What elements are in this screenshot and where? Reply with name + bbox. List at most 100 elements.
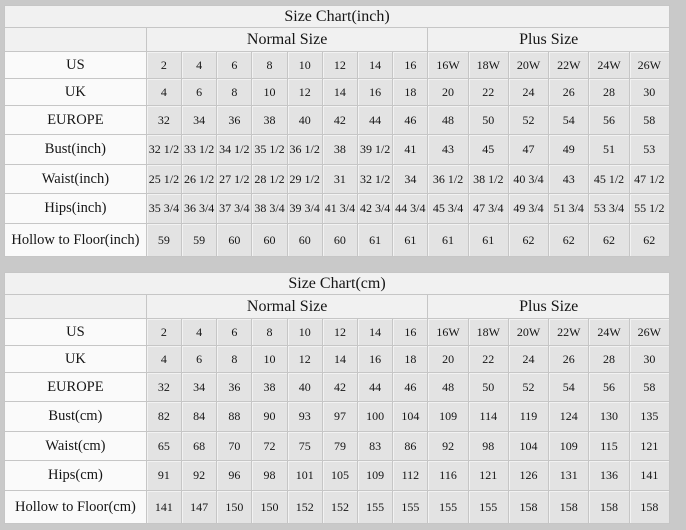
size-value-cell: 54 — [548, 372, 590, 402]
row-label: US — [4, 51, 147, 79]
size-value-cell: 136 — [588, 460, 630, 491]
size-value-cell: 44 — [357, 372, 394, 402]
size-value-cell: 41 3/4 — [321, 193, 359, 224]
size-value-cell: 104 — [392, 401, 429, 432]
size-value-cell: 50 — [467, 372, 509, 402]
row-label: US — [4, 318, 147, 346]
size-value-cell: 70 — [216, 431, 253, 461]
table-row: Hollow to Floor(cm) 141 147 150 150 152 152 155… — [4, 490, 671, 524]
size-value-cell: 47 3/4 — [467, 193, 509, 224]
size-value-cell: 49 — [548, 134, 590, 165]
corner-cell — [4, 27, 147, 52]
size-value-cell: 26W — [628, 318, 671, 346]
size-value-cell: 48 — [427, 105, 469, 135]
size-value-cell: 30 — [628, 78, 671, 106]
size-value-cell: 51 — [588, 134, 630, 165]
size-value-cell: 65 — [145, 431, 183, 461]
size-value-cell: 20 — [427, 78, 469, 106]
size-value-cell: 59 — [181, 223, 218, 257]
size-value-cell: 92 — [427, 431, 469, 461]
table-row: Waist(inch) 25 1/2 26 1/2 27 1/2 28 1/2 29 1/… — [4, 164, 671, 194]
size-value-cell: 56 — [588, 372, 630, 402]
plus-size-header: Plus Size — [427, 27, 670, 52]
row-label: Waist(inch) — [4, 164, 147, 194]
size-value-cell: 126 — [507, 460, 550, 491]
size-value-cell: 91 — [145, 460, 183, 491]
size-value-cell: 61 — [392, 223, 429, 257]
row-label: Hollow to Floor(inch) — [4, 223, 147, 257]
size-value-cell: 16 — [392, 318, 429, 346]
size-value-cell: 38 — [321, 134, 359, 165]
size-value-cell: 83 — [357, 431, 394, 461]
size-value-cell: 40 3/4 — [507, 164, 550, 194]
size-value-cell: 8 — [251, 318, 288, 346]
size-value-cell: 59 — [145, 223, 183, 257]
row-label: UK — [4, 78, 147, 106]
size-value-cell: 32 1/2 — [145, 134, 183, 165]
size-value-cell: 6 — [216, 318, 253, 346]
size-value-cell: 20W — [507, 51, 550, 79]
size-value-cell: 32 1/2 — [357, 164, 394, 194]
size-value-cell: 150 — [251, 490, 288, 524]
size-value-cell: 40 — [286, 372, 323, 402]
size-value-cell: 28 — [588, 78, 630, 106]
size-value-cell: 60 — [321, 223, 359, 257]
size-value-cell: 155 — [467, 490, 509, 524]
size-value-cell: 22W — [548, 318, 590, 346]
size-value-cell: 48 — [427, 372, 469, 402]
size-value-cell: 105 — [321, 460, 359, 491]
size-value-cell: 26 — [548, 78, 590, 106]
size-value-cell: 62 — [548, 223, 590, 257]
size-value-cell: 38 — [251, 372, 288, 402]
size-value-cell: 35 1/2 — [251, 134, 288, 165]
size-value-cell: 33 1/2 — [181, 134, 218, 165]
size-value-cell: 158 — [507, 490, 550, 524]
table-body: US 2 4 6 8 10 12 14 16 16W 18W 20W 22W 24W 26W UK 4 6 8 10 1… — [4, 51, 671, 257]
size-value-cell: 32 — [145, 105, 183, 135]
column-group-row: Normal Size Plus Size — [4, 294, 670, 319]
size-value-cell: 58 — [628, 105, 671, 135]
size-value-cell: 20W — [507, 318, 550, 346]
size-value-cell: 4 — [181, 51, 218, 79]
size-value-cell: 40 — [286, 105, 323, 135]
size-value-cell: 18W — [467, 318, 509, 346]
size-value-cell: 49 3/4 — [507, 193, 550, 224]
size-value-cell: 109 — [357, 460, 394, 491]
size-value-cell: 36 1/2 — [286, 134, 323, 165]
size-value-cell: 96 — [216, 460, 253, 491]
size-value-cell: 155 — [357, 490, 394, 524]
size-value-cell: 22 — [467, 345, 509, 373]
size-value-cell: 51 3/4 — [548, 193, 590, 224]
row-label: EUROPE — [4, 372, 147, 402]
size-value-cell: 121 — [628, 431, 671, 461]
size-value-cell: 16 — [357, 78, 394, 106]
size-value-cell: 45 1/2 — [588, 164, 630, 194]
table-row: Waist(cm) 65 68 70 72 75 79 83 86 92 98 104 109 115 12… — [4, 431, 671, 461]
size-value-cell: 28 1/2 — [251, 164, 288, 194]
size-value-cell: 158 — [548, 490, 590, 524]
size-value-cell: 141 — [628, 460, 671, 491]
size-value-cell: 14 — [321, 78, 359, 106]
row-label: Hips(cm) — [4, 460, 147, 491]
size-value-cell: 68 — [181, 431, 218, 461]
size-value-cell: 54 — [548, 105, 590, 135]
size-value-cell: 104 — [507, 431, 550, 461]
normal-size-header: Normal Size — [145, 294, 429, 319]
size-value-cell: 60 — [286, 223, 323, 257]
table-row: Bust(cm) 82 84 88 90 93 97 100 104 109 114 119 124 13… — [4, 401, 671, 432]
size-value-cell: 8 — [216, 78, 253, 106]
size-value-cell: 18 — [392, 78, 429, 106]
table-row: Hollow to Floor(inch) 59 59 60 60 60 60 61 61 61 6… — [4, 223, 671, 257]
size-value-cell: 41 — [392, 134, 429, 165]
table-row: EUROPE 32 34 36 38 40 42 44 46 48 50 52 54 56 58 — [4, 105, 671, 135]
size-value-cell: 18 — [392, 345, 429, 373]
size-value-cell: 45 3/4 — [427, 193, 469, 224]
size-value-cell: 60 — [251, 223, 288, 257]
size-value-cell: 109 — [548, 431, 590, 461]
size-value-cell: 62 — [507, 223, 550, 257]
table-title: Size Chart(inch) — [4, 5, 670, 28]
size-value-cell: 26 1/2 — [181, 164, 218, 194]
size-value-cell: 12 — [321, 318, 359, 346]
size-value-cell: 4 — [181, 318, 218, 346]
size-value-cell: 34 1/2 — [216, 134, 253, 165]
